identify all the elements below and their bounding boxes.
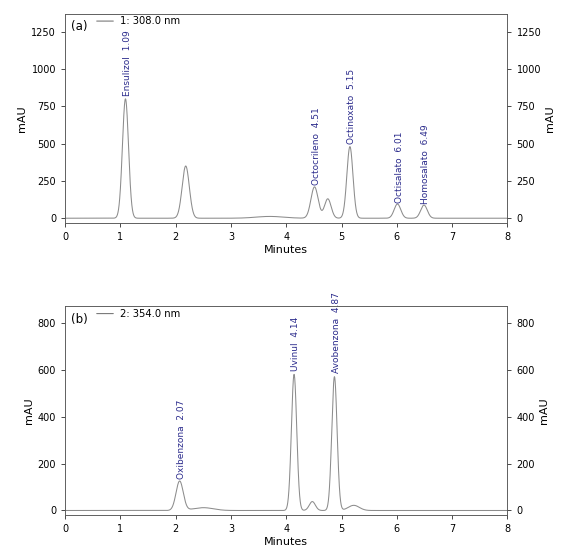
Text: Octisalato  6.01: Octisalato 6.01 xyxy=(395,131,404,203)
Text: Uvinul  4.14: Uvinul 4.14 xyxy=(291,317,301,371)
X-axis label: Minutes: Minutes xyxy=(264,537,308,547)
Y-axis label: mAU: mAU xyxy=(539,397,549,424)
Text: Octinoxato  5.15: Octinoxato 5.15 xyxy=(347,69,356,144)
X-axis label: Minutes: Minutes xyxy=(264,245,308,255)
Text: (b): (b) xyxy=(70,312,87,326)
Text: Ensulizol  1.09: Ensulizol 1.09 xyxy=(122,30,132,96)
Text: Avobenzona  4.87: Avobenzona 4.87 xyxy=(332,292,341,373)
Text: Homosalato  6.49: Homosalato 6.49 xyxy=(421,124,430,203)
Text: Octocrileno  4.51: Octocrileno 4.51 xyxy=(312,107,321,185)
Y-axis label: mAU: mAU xyxy=(545,105,556,132)
Text: (a): (a) xyxy=(70,20,87,33)
Text: Oxibenzona  2.07: Oxibenzona 2.07 xyxy=(177,399,186,479)
Y-axis label: mAU: mAU xyxy=(17,105,27,132)
Y-axis label: mAU: mAU xyxy=(23,397,33,424)
Text: 1: 308.0 nm: 1: 308.0 nm xyxy=(120,16,181,26)
Text: 2: 354.0 nm: 2: 354.0 nm xyxy=(120,309,181,318)
